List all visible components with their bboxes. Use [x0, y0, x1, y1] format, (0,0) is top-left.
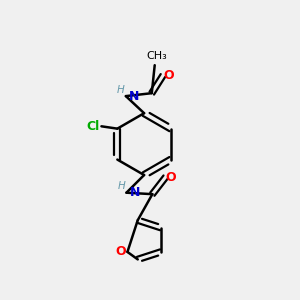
Text: N: N	[129, 186, 140, 199]
Text: Cl: Cl	[87, 120, 100, 133]
Text: CH₃: CH₃	[146, 51, 167, 61]
Text: H: H	[117, 181, 125, 191]
Text: H: H	[117, 85, 124, 94]
Text: O: O	[116, 245, 126, 258]
Text: O: O	[163, 69, 174, 82]
Text: O: O	[166, 171, 176, 184]
Text: N: N	[129, 90, 139, 103]
